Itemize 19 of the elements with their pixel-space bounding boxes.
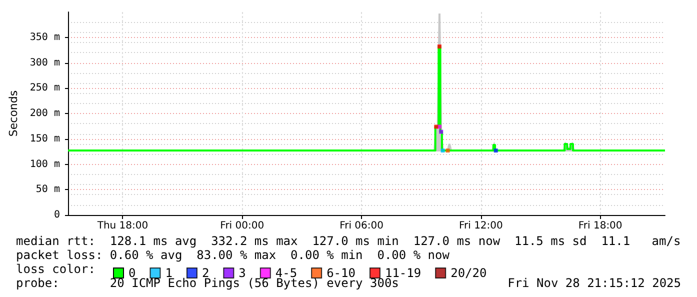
y-tick-label: 350 m	[30, 32, 60, 43]
y-tick-label: 200 m	[30, 108, 60, 119]
text: Fri Nov 28 21:15:12 2025	[508, 276, 681, 290]
legend-label: 20/20	[450, 266, 487, 280]
x-tick-label: Fri 00:00	[220, 220, 264, 232]
y-tick-label: 100 m	[30, 158, 60, 170]
x-tick-label: Fri 06:00	[340, 220, 384, 232]
legend-title: loss color:	[16, 262, 96, 276]
y-tick-label: 300 m	[30, 57, 60, 68]
y-tick-label: 0	[54, 210, 60, 220]
x-tick-label: Thu 18:00	[96, 220, 148, 232]
x-tick-label: Fri 12:00	[458, 220, 503, 232]
y-tick-label: 50 m	[36, 184, 60, 196]
y-tick-label: 150 m	[30, 133, 60, 144]
y-axis-title: Seconds	[7, 90, 20, 137]
text: packet loss: 0.60 % avg 83.00 % max 0.00 % min 0.00 % now	[16, 248, 450, 262]
text: median rtt: 128.1 ms avg 332.2 ms max 127.0 ms min 127.0 ms now 11.5 ms sd 11.1 am/s	[16, 234, 681, 248]
y-tick-label: 250 m	[30, 82, 60, 94]
x-tick-label: Fri 18:00	[578, 220, 622, 232]
